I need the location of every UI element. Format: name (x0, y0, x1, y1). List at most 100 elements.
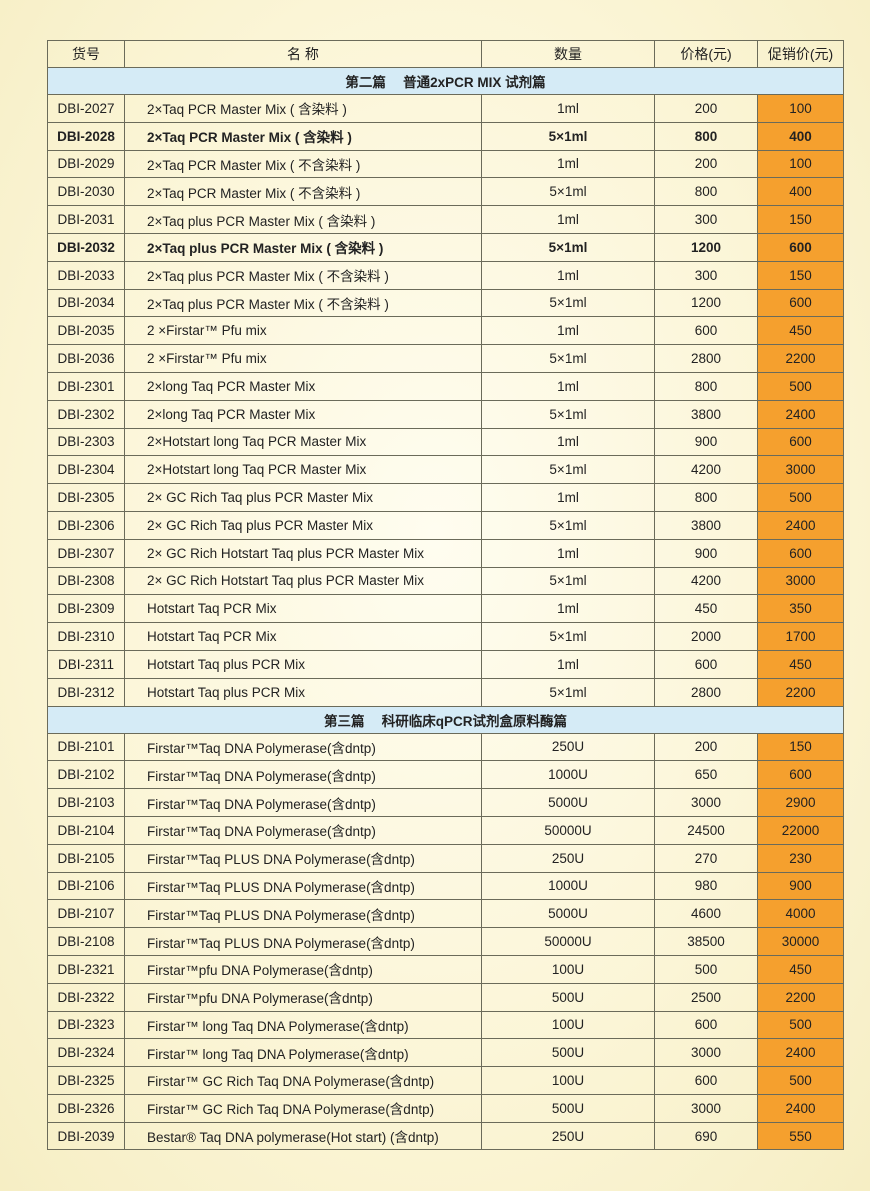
header-quantity: 数量 (481, 40, 655, 68)
price-cell: 200 (654, 94, 758, 123)
quantity-cell: 5×1ml (481, 177, 655, 207)
product-code-cell: DBI-2311 (47, 649, 125, 679)
price-cell: 200 (654, 149, 758, 179)
product-code-cell: DBI-2308 (47, 566, 125, 596)
product-code-cell: DBI-2101 (47, 732, 125, 762)
product-name-cell: Firstar™Taq DNA Polymerase(含dntp) (124, 732, 482, 762)
product-code-cell: DBI-2107 (47, 899, 125, 929)
quantity-cell: 5000U (481, 899, 655, 929)
header-row: 货号 名 称 数量 价格(元) 促销价(元) (47, 40, 844, 68)
table-row: DBI-2301 2×long Taq PCR Master Mix 1ml 800 5… (47, 371, 844, 401)
price-cell: 3000 (654, 1038, 758, 1068)
price-cell: 300 (654, 205, 758, 234)
promo-price-cell: 600 (757, 232, 844, 262)
product-code-cell: DBI-2030 (47, 177, 125, 207)
table-row: DBI-2034 2×Taq plus PCR Master Mix ( 不含染料… (47, 288, 844, 318)
product-code-cell: DBI-2307 (47, 538, 125, 568)
price-cell: 4200 (654, 566, 758, 596)
table-row: DBI-2308 2× GC Rich Hotstart Taq plus PCR… (47, 566, 844, 596)
quantity-cell: 1ml (481, 94, 655, 123)
table-row: DBI-2312 Hotstart Taq plus PCR Mix 5×1ml 28… (47, 677, 844, 707)
table-row: DBI-2310 Hotstart Taq PCR Mix 5×1ml 2000 170… (47, 622, 844, 651)
quantity-cell: 5×1ml (481, 121, 655, 151)
product-code-cell: DBI-2034 (47, 288, 125, 318)
table-row: DBI-2108 Firstar™Taq PLUS DNA Polymerase… (47, 927, 844, 956)
promo-price-cell: 2400 (757, 399, 844, 429)
price-cell: 300 (654, 260, 758, 290)
promo-price-cell: 450 (757, 649, 844, 679)
price-cell: 2800 (654, 344, 758, 373)
product-name-cell: Firstar™pfu DNA Polymerase(含dntp) (124, 982, 482, 1012)
table-row: DBI-2028 2×Taq PCR Master Mix ( 含染料 ) 5×1m… (47, 121, 844, 151)
price-cell: 2000 (654, 622, 758, 651)
quantity-cell: 1ml (481, 316, 655, 346)
promo-price-cell: 3000 (757, 566, 844, 596)
promo-price-cell: 400 (757, 121, 844, 151)
quantity-cell: 5×1ml (481, 232, 655, 262)
product-code-cell: DBI-2301 (47, 371, 125, 401)
price-cell: 3000 (654, 1093, 758, 1123)
price-cell: 650 (654, 760, 758, 790)
quantity-cell: 5×1ml (481, 510, 655, 540)
product-name-cell: 2×Hotstart long Taq PCR Master Mix (124, 455, 482, 485)
table-row: DBI-2309 Hotstart Taq PCR Mix 1ml 450 350 (47, 594, 844, 624)
promo-price-cell: 500 (757, 483, 844, 512)
product-code-cell: DBI-2323 (47, 1010, 125, 1040)
price-cell: 800 (654, 483, 758, 512)
product-name-cell: Firstar™ long Taq DNA Polymerase(含dntp) (124, 1010, 482, 1040)
table-row: DBI-2304 2×Hotstart long Taq PCR Master M… (47, 455, 844, 485)
product-name-cell: 2×Taq PCR Master Mix ( 含染料 ) (124, 121, 482, 151)
product-code-cell: DBI-2103 (47, 788, 125, 817)
promo-price-cell: 2900 (757, 788, 844, 817)
product-name-cell: Firstar™Taq PLUS DNA Polymerase(含dntp) (124, 927, 482, 956)
promo-price-cell: 500 (757, 1010, 844, 1040)
promo-price-cell: 230 (757, 843, 844, 873)
table-row: DBI-2104 Firstar™Taq DNA Polymerase(含dnt… (47, 815, 844, 845)
product-name-cell: Firstar™Taq PLUS DNA Polymerase(含dntp) (124, 899, 482, 929)
product-code-cell: DBI-2303 (47, 427, 125, 457)
product-name-cell: 2×Taq plus PCR Master Mix ( 含染料 ) (124, 205, 482, 234)
price-cell: 600 (654, 1066, 758, 1095)
promo-price-cell: 600 (757, 288, 844, 318)
promo-price-cell: 22000 (757, 815, 844, 845)
product-name-cell: 2×Taq plus PCR Master Mix ( 不含染料 ) (124, 260, 482, 290)
table-row: DBI-2326 Firstar™ GC Rich Taq DNA Polyme… (47, 1093, 844, 1123)
table-row: DBI-2311 Hotstart Taq plus PCR Mix 1ml 600 4… (47, 649, 844, 679)
table-row: DBI-2307 2× GC Rich Hotstart Taq plus PCR… (47, 538, 844, 568)
quantity-cell: 5×1ml (481, 566, 655, 596)
product-name-cell: Firstar™Taq PLUS DNA Polymerase(含dntp) (124, 871, 482, 901)
product-name-cell: Firstar™Taq DNA Polymerase(含dntp) (124, 760, 482, 790)
table-row: DBI-2302 2×long Taq PCR Master Mix 5×1ml 38… (47, 399, 844, 429)
price-cell: 3800 (654, 510, 758, 540)
product-code-cell: DBI-2305 (47, 483, 125, 512)
product-code-cell: DBI-2032 (47, 232, 125, 262)
promo-price-cell: 400 (757, 177, 844, 207)
promo-price-cell: 450 (757, 316, 844, 346)
product-code-cell: DBI-2031 (47, 205, 125, 234)
promo-price-cell: 1700 (757, 622, 844, 651)
promo-price-cell: 900 (757, 871, 844, 901)
table-row: DBI-2107 Firstar™Taq PLUS DNA Polymerase… (47, 899, 844, 929)
product-code-cell: DBI-2324 (47, 1038, 125, 1068)
quantity-cell: 5×1ml (481, 288, 655, 318)
quantity-cell: 5×1ml (481, 622, 655, 651)
table-row: DBI-2105 Firstar™Taq PLUS DNA Polymerase… (47, 843, 844, 873)
product-code-cell: DBI-2029 (47, 149, 125, 179)
product-code-cell: DBI-2035 (47, 316, 125, 346)
promo-price-cell: 150 (757, 205, 844, 234)
price-cell: 800 (654, 371, 758, 401)
quantity-cell: 5×1ml (481, 344, 655, 373)
quantity-cell: 50000U (481, 815, 655, 845)
product-name-cell: 2× GC Rich Hotstart Taq plus PCR Master … (124, 566, 482, 596)
product-code-cell: DBI-2108 (47, 927, 125, 956)
product-code-cell: DBI-2027 (47, 94, 125, 123)
product-code-cell: DBI-2039 (47, 1121, 125, 1151)
product-code-cell: DBI-2325 (47, 1066, 125, 1095)
price-cell: 690 (654, 1121, 758, 1151)
product-name-cell: 2×Taq plus PCR Master Mix ( 含染料 ) (124, 232, 482, 262)
price-cell: 1200 (654, 288, 758, 318)
table-row: DBI-2323 Firstar™ long Taq DNA Polymeras… (47, 1010, 844, 1040)
table-row: DBI-2321 Firstar™pfu DNA Polymerase(含dnt… (47, 954, 844, 984)
price-cell: 4200 (654, 455, 758, 485)
product-name-cell: Firstar™Taq DNA Polymerase(含dntp) (124, 788, 482, 817)
